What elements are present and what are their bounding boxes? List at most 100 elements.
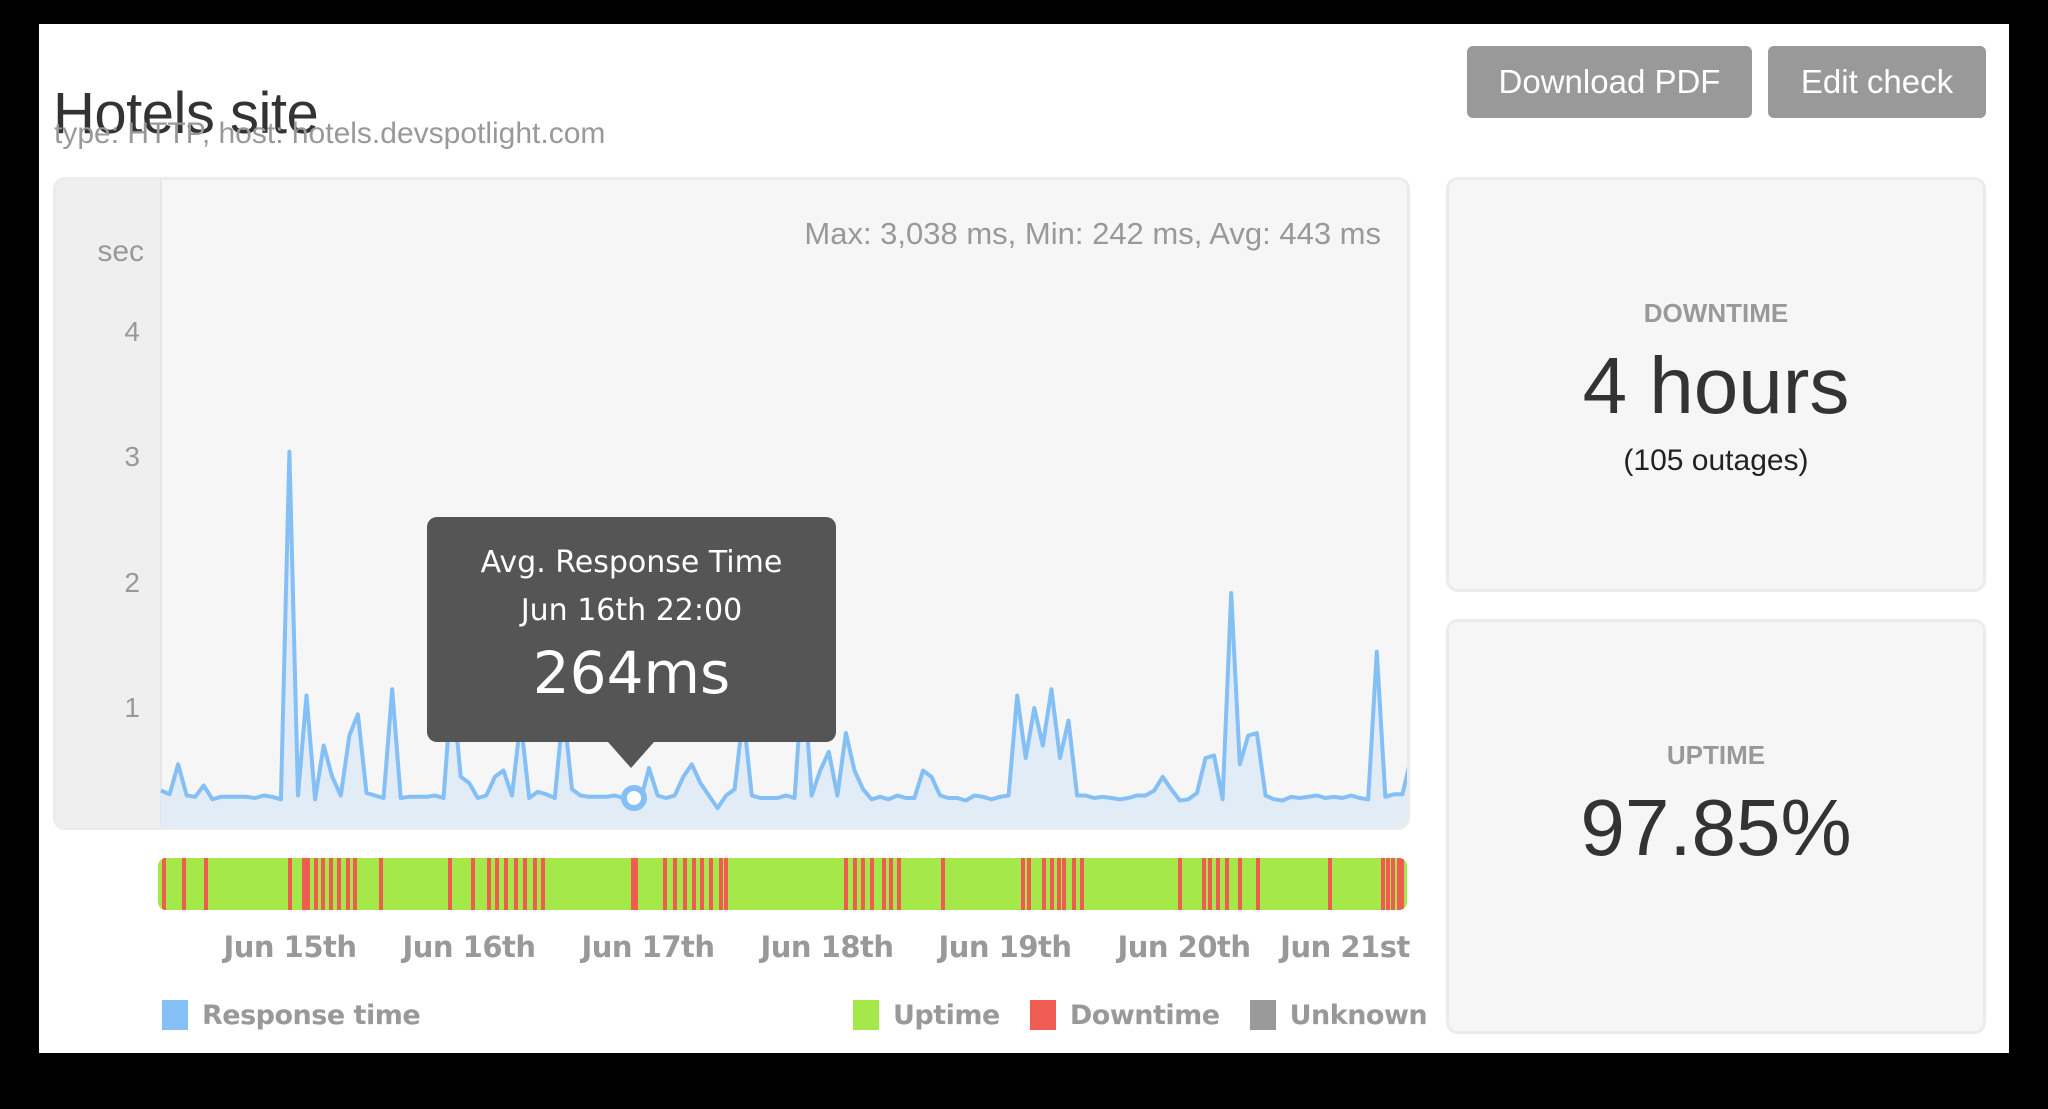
downtime-stripe[interactable]	[1021, 858, 1025, 910]
x-label-jun-18: Jun 18th	[760, 930, 894, 964]
downtime-stripe[interactable]	[1057, 858, 1061, 910]
downtime-stripe[interactable]	[471, 858, 475, 910]
downtime-stripe[interactable]	[487, 858, 491, 910]
downtime-stripe[interactable]	[1080, 858, 1084, 910]
downtime-stripe[interactable]	[523, 858, 527, 910]
downtime-stripe[interactable]	[889, 858, 893, 910]
hover-point-marker[interactable]	[621, 785, 647, 811]
legend-uptime[interactable]: Uptime	[853, 1000, 1000, 1031]
response-time-line	[160, 449, 1407, 810]
downtime-stripe[interactable]	[495, 858, 499, 910]
downtime-stripe[interactable]	[314, 858, 318, 910]
x-label-jun-15: Jun 15th	[223, 930, 357, 964]
downtime-stripe[interactable]	[1072, 858, 1076, 910]
page-title: Hotels site	[53, 80, 319, 146]
outage-count: (105 outages)	[1623, 444, 1809, 477]
downtime-stripe[interactable]	[1397, 858, 1401, 910]
downtime-stripe[interactable]	[1216, 858, 1220, 910]
legend-unknown[interactable]: Unknown	[1249, 999, 1428, 1031]
response-time-plot	[160, 449, 1407, 827]
downtime-stripe[interactable]	[692, 858, 696, 910]
downtime-stripe[interactable]	[700, 858, 704, 910]
downtime-stripe[interactable]	[541, 858, 545, 910]
downtime-stripe[interactable]	[321, 858, 325, 910]
downtime-stripe[interactable]	[1386, 858, 1390, 910]
downtime-stripe[interactable]	[1027, 858, 1031, 910]
downtime-stripe[interactable]	[683, 858, 687, 910]
uptime-status-bar[interactable]	[158, 858, 1407, 910]
downtime-stripe[interactable]	[204, 858, 208, 910]
downtime-stripe[interactable]	[1256, 858, 1260, 910]
downtime-stripe[interactable]	[719, 858, 723, 910]
downtime-stripe[interactable]	[533, 858, 537, 910]
download-pdf-button[interactable]: Download PDF	[1467, 46, 1752, 118]
downtime-stripe[interactable]	[379, 858, 383, 910]
legend-response-time[interactable]: Response time	[162, 998, 421, 1032]
downtime-swatch-icon	[1029, 1000, 1056, 1030]
downtime-stripe[interactable]	[853, 858, 857, 910]
x-label-jun-17: Jun 17th	[581, 930, 715, 964]
uptime-swatch-icon	[853, 1000, 879, 1030]
downtime-card: DOWNTIME 4 hours (105 outages)	[1446, 177, 1986, 592]
downtime-label: DOWNTIME	[1643, 298, 1789, 328]
check-details: type: HTTP, host: hotels.devspotlight.co…	[54, 117, 606, 150]
tooltip-title: Avg. Response Time	[480, 545, 783, 580]
x-label-jun-21: Jun 21st	[1280, 930, 1410, 964]
downtime-stripe[interactable]	[1225, 858, 1229, 910]
tooltip-value: 264ms	[532, 639, 731, 707]
downtime-stripe[interactable]	[182, 858, 186, 910]
edit-check-button[interactable]: Edit check	[1768, 46, 1986, 118]
downtime-stripe[interactable]	[337, 858, 341, 910]
downtime-stripe[interactable]	[504, 858, 508, 910]
downtime-stripe[interactable]	[162, 858, 166, 910]
downtime-stripe[interactable]	[861, 858, 865, 910]
downtime-stripe[interactable]	[306, 858, 310, 910]
y-axis-unit: sec	[97, 235, 144, 268]
legend-downtime[interactable]: Downtime	[1029, 999, 1220, 1031]
downtime-stripe[interactable]	[673, 858, 677, 910]
downtime-stripe[interactable]	[1391, 858, 1395, 910]
downtime-stripe[interactable]	[1178, 858, 1182, 910]
x-label-jun-20: Jun 20th	[1117, 930, 1251, 964]
legend-downtime-label: Downtime	[1069, 999, 1220, 1031]
downtime-stripe[interactable]	[346, 858, 350, 910]
downtime-stripe[interactable]	[709, 858, 713, 910]
downtime-stripe[interactable]	[1208, 858, 1212, 910]
uptime-label: UPTIME	[1666, 740, 1766, 770]
downtime-stripe[interactable]	[329, 858, 333, 910]
y-tick-2: 2	[124, 567, 140, 598]
downtime-stripe[interactable]	[724, 858, 728, 910]
x-label-jun-19: Jun 19th	[938, 930, 1072, 964]
downtime-stripe[interactable]	[1042, 858, 1046, 910]
downtime-stripe[interactable]	[897, 858, 901, 910]
downtime-stripe[interactable]	[844, 858, 848, 910]
downtime-stripe[interactable]	[631, 858, 635, 910]
downtime-stripe[interactable]	[302, 858, 306, 910]
x-label-jun-16: Jun 16th	[402, 930, 536, 964]
downtime-stripe[interactable]	[663, 858, 667, 910]
downtime-stripe[interactable]	[941, 858, 945, 910]
y-tick-3: 3	[124, 441, 140, 472]
downtime-stripe[interactable]	[1400, 858, 1404, 910]
unknown-swatch-icon	[1249, 1000, 1276, 1030]
downtime-stripe[interactable]	[1238, 858, 1242, 910]
downtime-stripe[interactable]	[1381, 858, 1385, 910]
uptime-card: UPTIME 97.85%	[1446, 619, 1986, 1034]
y-axis: sec 4 3 2 1	[56, 180, 162, 827]
downtime-stripe[interactable]	[1328, 858, 1332, 910]
downtime-stripe[interactable]	[1062, 858, 1066, 910]
downtime-stripe[interactable]	[514, 858, 518, 910]
legend-unknown-label: Unknown	[1289, 999, 1428, 1031]
downtime-stripe[interactable]	[634, 858, 638, 910]
downtime-stripe[interactable]	[288, 858, 292, 910]
downtime-stripe[interactable]	[882, 858, 886, 910]
status-legend: Uptime Downtime Unknown	[823, 998, 1428, 1032]
downtime-stripe[interactable]	[353, 858, 357, 910]
downtime-stripe[interactable]	[1202, 858, 1206, 910]
downtime-stripe[interactable]	[870, 858, 874, 910]
legend-response-time-label: Response time	[202, 999, 421, 1031]
y-tick-4: 4	[124, 316, 140, 347]
downtime-stripe[interactable]	[448, 858, 452, 910]
downtime-stripe[interactable]	[1050, 858, 1054, 910]
legend-uptime-label: Uptime	[893, 999, 1000, 1031]
